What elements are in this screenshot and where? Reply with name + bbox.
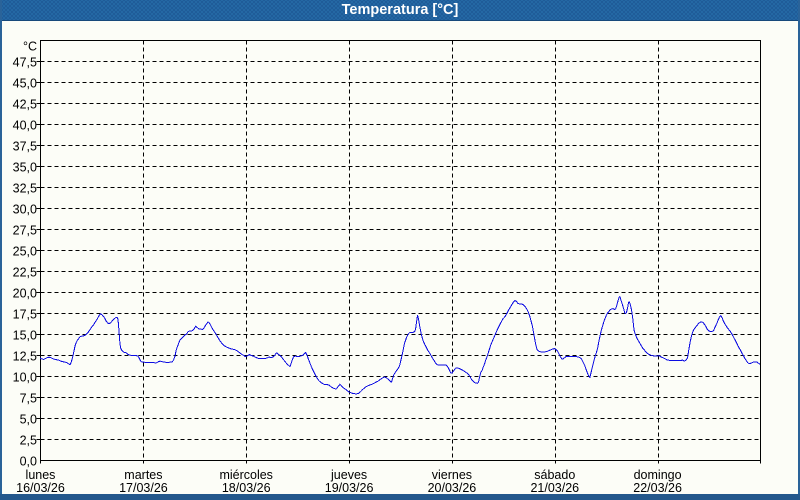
svg-text:5,0: 5,0 — [20, 413, 37, 427]
svg-text:20/03/26: 20/03/26 — [428, 481, 477, 495]
svg-text:19/03/26: 19/03/26 — [325, 481, 374, 495]
svg-text:22/03/26: 22/03/26 — [633, 481, 682, 495]
svg-text:15,0: 15,0 — [13, 329, 37, 343]
svg-text:17,5: 17,5 — [13, 308, 37, 322]
svg-text:10,0: 10,0 — [13, 371, 37, 385]
svg-text:30,0: 30,0 — [13, 203, 37, 217]
svg-text:32,5: 32,5 — [13, 182, 37, 196]
svg-text:sábado: sábado — [534, 468, 575, 482]
svg-text:21/03/26: 21/03/26 — [530, 481, 579, 495]
svg-text:7,5: 7,5 — [20, 392, 37, 406]
svg-text:45,0: 45,0 — [13, 77, 37, 91]
svg-text:18/03/26: 18/03/26 — [222, 481, 271, 495]
svg-text:2,5: 2,5 — [20, 434, 37, 448]
svg-text:25,0: 25,0 — [13, 245, 37, 259]
svg-text:22,5: 22,5 — [13, 266, 37, 280]
svg-text:0,0: 0,0 — [20, 455, 37, 469]
svg-text:jueves: jueves — [330, 468, 367, 482]
svg-text:martes: martes — [124, 468, 162, 482]
svg-text:lunes: lunes — [26, 468, 56, 482]
svg-text:16/03/26: 16/03/26 — [16, 481, 65, 495]
svg-text:°C: °C — [23, 40, 37, 54]
svg-text:37,5: 37,5 — [13, 140, 37, 154]
svg-text:viernes: viernes — [432, 468, 472, 482]
svg-text:40,0: 40,0 — [13, 119, 37, 133]
svg-text:20,0: 20,0 — [13, 287, 37, 301]
svg-text:miércoles: miércoles — [219, 468, 273, 482]
svg-text:27,5: 27,5 — [13, 224, 37, 238]
svg-text:domingo: domingo — [634, 468, 682, 482]
svg-text:17/03/26: 17/03/26 — [119, 481, 168, 495]
svg-text:12,5: 12,5 — [13, 350, 37, 364]
svg-text:47,5: 47,5 — [13, 56, 37, 70]
svg-text:42,5: 42,5 — [13, 98, 37, 112]
svg-text:35,0: 35,0 — [13, 161, 37, 175]
